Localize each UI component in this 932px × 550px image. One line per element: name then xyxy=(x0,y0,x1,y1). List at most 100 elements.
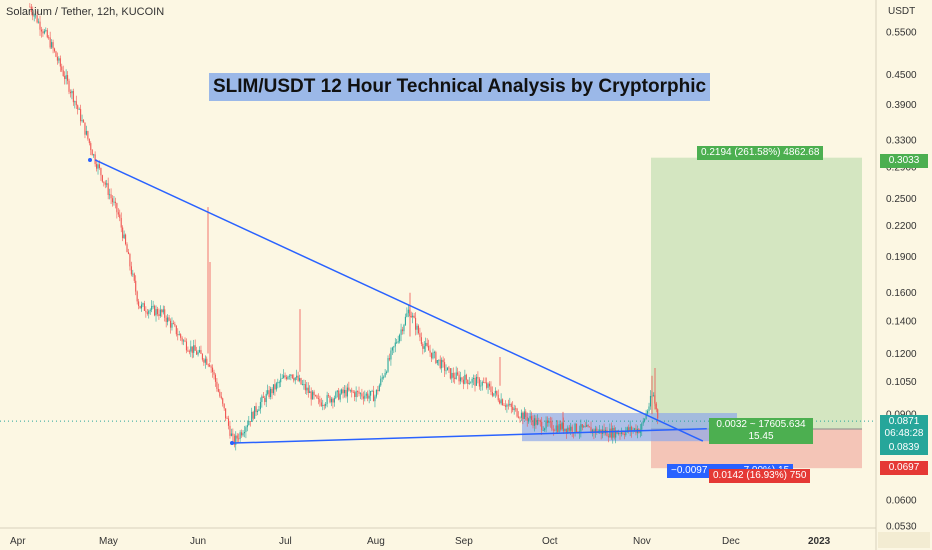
candle-body xyxy=(143,303,145,311)
candle-body xyxy=(483,382,485,383)
candle-body xyxy=(412,315,414,318)
candle-body xyxy=(161,309,163,313)
candle-body xyxy=(462,379,464,384)
candle-body xyxy=(451,372,453,379)
candle-body xyxy=(401,329,404,332)
candle-body xyxy=(370,391,372,396)
candle-body xyxy=(110,194,112,199)
candle-body xyxy=(90,143,92,151)
candle-body xyxy=(488,383,491,387)
candle-body xyxy=(386,371,388,373)
candle-body xyxy=(526,416,528,421)
candle-body xyxy=(312,391,314,400)
candle-body xyxy=(544,428,546,431)
countdown: 06:48:28 xyxy=(884,428,924,439)
candle-body xyxy=(117,212,119,215)
candle-body xyxy=(445,370,447,372)
candle-body xyxy=(30,6,32,13)
candle-body xyxy=(51,42,53,48)
candle-body xyxy=(532,420,534,426)
candle-body xyxy=(227,418,230,426)
candle-body xyxy=(589,426,591,428)
candle-body xyxy=(178,334,180,336)
candle-body xyxy=(274,384,276,390)
candle-body xyxy=(197,352,199,355)
candle-body xyxy=(377,389,379,392)
candle-body xyxy=(127,252,130,254)
candle-body xyxy=(164,309,166,318)
candle-body xyxy=(226,418,228,420)
candle-body xyxy=(113,201,115,203)
candle-body xyxy=(599,429,601,432)
candle-body xyxy=(397,341,399,343)
candle-body xyxy=(435,352,437,364)
candle-body xyxy=(71,91,73,94)
candle-body xyxy=(229,425,231,436)
candle-body xyxy=(132,273,134,275)
stop-label: 0.0142 (16.93%) 750 xyxy=(709,469,811,483)
candle-body xyxy=(172,323,174,324)
candle-body xyxy=(535,418,537,425)
y-tick-label: 0.1600 xyxy=(886,288,917,299)
candle-body xyxy=(620,432,623,434)
candle-body xyxy=(380,378,382,386)
y-tick-label: 0.0530 xyxy=(886,521,917,532)
candle-body xyxy=(158,314,160,316)
candle-body xyxy=(593,429,595,434)
candle-body xyxy=(314,395,317,397)
candle-body xyxy=(596,428,598,434)
candle-body xyxy=(261,396,263,402)
candle-body xyxy=(449,368,451,379)
candle-body xyxy=(242,433,244,436)
candle-body xyxy=(330,398,333,403)
candle-body xyxy=(561,422,563,430)
candle-body xyxy=(80,109,82,122)
candle-body xyxy=(219,391,221,397)
candle-body xyxy=(645,413,647,419)
candle-body xyxy=(217,388,219,392)
candle-body xyxy=(623,434,625,436)
candle-body xyxy=(149,309,151,311)
candle-body xyxy=(384,372,386,377)
candle-body xyxy=(49,37,51,48)
candle-body xyxy=(142,303,144,305)
candle-body xyxy=(381,377,383,379)
x-tick-label: May xyxy=(99,536,118,547)
descending-trendline xyxy=(94,159,704,442)
y-tick-label: 0.0600 xyxy=(886,495,917,506)
candle-body xyxy=(296,375,298,378)
candle-body xyxy=(652,395,654,397)
candle-body xyxy=(648,406,650,411)
candle-body xyxy=(252,411,254,419)
candle-body xyxy=(200,350,202,354)
y-tick-label: 0.3300 xyxy=(886,135,917,146)
candle-body xyxy=(567,427,569,433)
y-tick-label: 0.2500 xyxy=(886,194,917,205)
candle-body xyxy=(497,394,499,401)
candle-body xyxy=(610,428,612,438)
candle-body xyxy=(152,305,154,307)
candle-body xyxy=(40,29,43,32)
candle-body xyxy=(42,31,44,34)
candle-body xyxy=(564,428,566,432)
candle-body xyxy=(288,375,290,377)
candle-body xyxy=(649,395,652,407)
target-price-tag: 0.3033 xyxy=(880,154,928,168)
candle-body xyxy=(246,425,248,428)
candle-body xyxy=(259,401,261,410)
candle-body xyxy=(171,323,173,328)
candle-body xyxy=(194,345,196,351)
candle-body xyxy=(349,389,351,391)
candle-body xyxy=(490,386,492,392)
candle-body xyxy=(116,203,118,213)
candle-body xyxy=(523,411,525,420)
candle-body xyxy=(372,390,375,402)
candle-body xyxy=(123,234,125,239)
candle-body xyxy=(606,429,608,437)
candle-body xyxy=(345,389,347,397)
candle-body xyxy=(299,378,301,381)
candle-body xyxy=(574,423,576,433)
candle-body xyxy=(415,317,417,330)
candle-body xyxy=(348,387,350,391)
